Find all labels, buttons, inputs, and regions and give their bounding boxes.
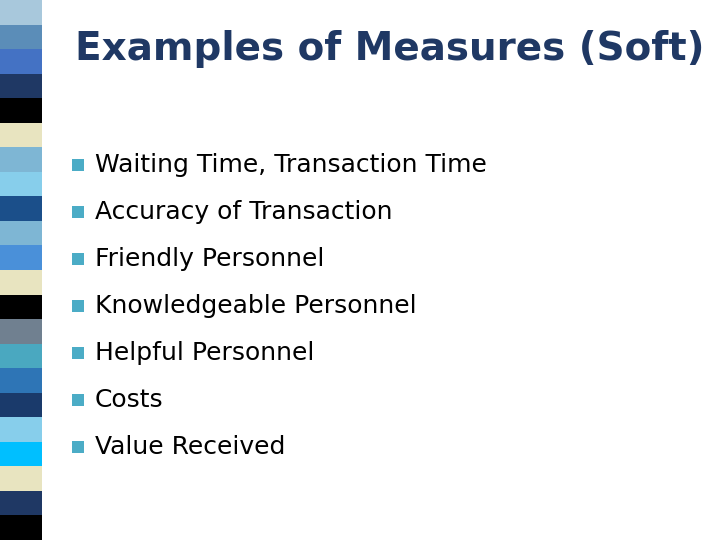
Bar xyxy=(0,123,42,147)
Bar xyxy=(72,159,84,171)
Bar xyxy=(0,147,42,172)
Text: Knowledgeable Personnel: Knowledgeable Personnel xyxy=(95,294,417,318)
Bar xyxy=(72,441,84,453)
Bar xyxy=(72,206,84,218)
Bar xyxy=(0,73,42,98)
Text: Value Received: Value Received xyxy=(95,435,285,459)
Text: Examples of Measures (Soft): Examples of Measures (Soft) xyxy=(75,30,704,68)
Text: Costs: Costs xyxy=(95,388,163,412)
Bar xyxy=(0,516,42,540)
Bar xyxy=(0,393,42,417)
Bar xyxy=(0,368,42,393)
Bar xyxy=(0,270,42,294)
Bar xyxy=(0,172,42,197)
Bar xyxy=(0,343,42,368)
Text: Friendly Personnel: Friendly Personnel xyxy=(95,247,325,271)
Bar xyxy=(72,253,84,265)
Bar xyxy=(0,24,42,49)
Text: Waiting Time, Transaction Time: Waiting Time, Transaction Time xyxy=(95,153,487,177)
Bar xyxy=(0,319,42,343)
Bar xyxy=(0,467,42,491)
Text: Accuracy of Transaction: Accuracy of Transaction xyxy=(95,200,392,224)
Bar xyxy=(0,491,42,516)
Bar xyxy=(0,0,42,24)
Bar xyxy=(72,347,84,359)
Bar xyxy=(0,246,42,270)
Bar xyxy=(0,197,42,221)
Bar xyxy=(0,294,42,319)
Text: Helpful Personnel: Helpful Personnel xyxy=(95,341,315,365)
Bar xyxy=(72,394,84,406)
Bar xyxy=(0,98,42,123)
Bar xyxy=(72,300,84,312)
Bar xyxy=(0,442,42,467)
Bar xyxy=(0,221,42,246)
Bar xyxy=(0,49,42,73)
Bar xyxy=(0,417,42,442)
